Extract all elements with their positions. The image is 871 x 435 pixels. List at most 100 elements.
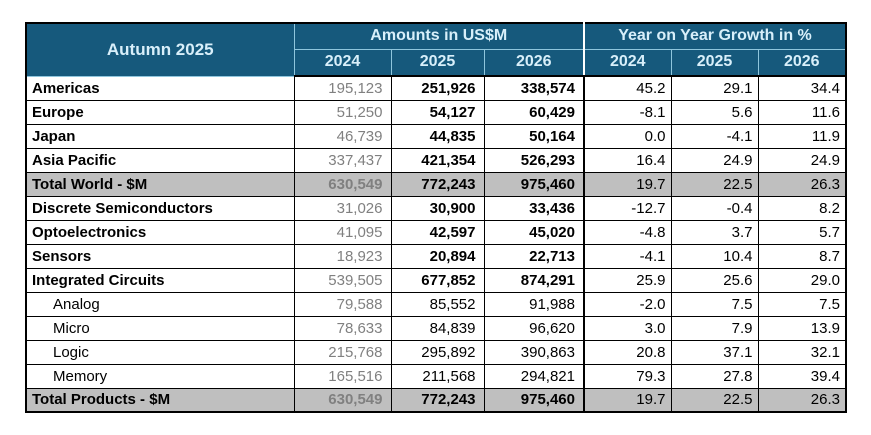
row-label: Optoelectronics: [25, 219, 295, 245]
amount-2024-cell: 51,250: [293, 99, 392, 125]
growth-2025-cell: 37.1: [670, 339, 759, 365]
growth-2025-cell: 25.6: [670, 267, 759, 293]
amount-2026-cell: 33,436: [483, 195, 585, 221]
growth-2026-cell: 8.7: [757, 243, 847, 269]
section-header-amounts: Amounts in US$M: [293, 22, 585, 50]
amount-2025-cell: 295,892: [390, 339, 485, 365]
amount-2024-cell: 31,026: [293, 195, 392, 221]
section-header-growth: Year on Year Growth in %: [583, 22, 847, 50]
growth-2024-cell: 19.7: [583, 171, 672, 197]
amount-2026-cell: 60,429: [483, 99, 585, 125]
table-row: Asia Pacific 337,437 421,354 526,293 16.…: [25, 147, 847, 173]
year-header-growth-2024: 2024: [583, 48, 672, 77]
growth-2024-cell: -2.0: [583, 291, 672, 317]
amount-2025-cell: 30,900: [390, 195, 485, 221]
amount-2026-cell: 22,713: [483, 243, 585, 269]
table-row: Optoelectronics 41,095 42,597 45,020 -4.…: [25, 219, 847, 245]
growth-2026-cell: 5.7: [757, 219, 847, 245]
row-label: Analog: [25, 291, 295, 317]
amount-2025-cell: 772,243: [390, 171, 485, 197]
amount-2026-cell: 91,988: [483, 291, 585, 317]
growth-2026-cell: 11.9: [757, 123, 847, 149]
amount-2025-cell: 42,597: [390, 219, 485, 245]
amount-2026-cell: 50,164: [483, 123, 585, 149]
growth-2026-cell: 29.0: [757, 267, 847, 293]
year-header-row: 2024 2025 2026 2024 2025 2026: [26, 48, 847, 77]
growth-2024-cell: 20.8: [583, 339, 672, 365]
growth-2024-cell: -8.1: [583, 99, 672, 125]
row-label: Asia Pacific: [25, 147, 295, 173]
amount-2025-cell: 85,552: [390, 291, 485, 317]
growth-2026-cell: 13.9: [757, 315, 847, 341]
amount-2026-cell: 45,020: [483, 219, 585, 245]
amount-2025-cell: 772,243: [390, 387, 485, 413]
growth-2025-cell: 7.9: [670, 315, 759, 341]
year-header-growth-2026: 2026: [757, 48, 847, 77]
growth-2025-cell: 5.6: [670, 99, 759, 125]
amount-2024-cell: 41,095: [293, 219, 392, 245]
amount-2024-cell: 215,768: [293, 339, 392, 365]
table-row: Americas 195,123 251,926 338,574 45.2 29…: [25, 75, 847, 101]
growth-2025-cell: 22.5: [670, 387, 759, 413]
amount-2024-cell: 165,516: [293, 363, 392, 389]
row-label: Total World - $M: [25, 171, 295, 197]
amount-2026-cell: 294,821: [483, 363, 585, 389]
table-row: Analog 79,588 85,552 91,988 -2.0 7.5 7.5: [25, 291, 847, 317]
row-label: Logic: [25, 339, 295, 365]
row-label: Integrated Circuits: [25, 267, 295, 293]
growth-2024-cell: 0.0: [583, 123, 672, 149]
growth-2025-cell: 22.5: [670, 171, 759, 197]
growth-2024-cell: 45.2: [583, 75, 672, 101]
growth-2025-cell: 10.4: [670, 243, 759, 269]
table-row: Total Products - $M 630,549 772,243 975,…: [25, 387, 847, 413]
amount-2025-cell: 20,894: [390, 243, 485, 269]
amount-2025-cell: 54,127: [390, 99, 485, 125]
year-header-growth-2025: 2025: [670, 48, 759, 77]
table-row: Discrete Semiconductors 31,026 30,900 33…: [25, 195, 847, 221]
growth-2025-cell: 27.8: [670, 363, 759, 389]
growth-2026-cell: 8.2: [757, 195, 847, 221]
growth-2024-cell: 79.3: [583, 363, 672, 389]
row-label: Memory: [25, 363, 295, 389]
growth-2025-cell: -4.1: [670, 123, 759, 149]
table-row: Europe 51,250 54,127 60,429 -8.1 5.6 11.…: [25, 99, 847, 125]
growth-2024-cell: 3.0: [583, 315, 672, 341]
amount-2024-cell: 78,633: [293, 315, 392, 341]
growth-2026-cell: 11.6: [757, 99, 847, 125]
growth-2026-cell: 39.4: [757, 363, 847, 389]
table-row: Sensors 18,923 20,894 22,713 -4.1 10.4 8…: [25, 243, 847, 269]
amount-2026-cell: 975,460: [483, 171, 585, 197]
table-row: Logic 215,768 295,892 390,863 20.8 37.1 …: [25, 339, 847, 365]
amount-2025-cell: 211,568: [390, 363, 485, 389]
table-body: Americas 195,123 251,926 338,574 45.2 29…: [25, 75, 847, 413]
amount-2026-cell: 975,460: [483, 387, 585, 413]
table-row: Memory 165,516 211,568 294,821 79.3 27.8…: [25, 363, 847, 389]
amount-2026-cell: 874,291: [483, 267, 585, 293]
growth-2024-cell: 19.7: [583, 387, 672, 413]
growth-2026-cell: 32.1: [757, 339, 847, 365]
growth-2026-cell: 26.3: [757, 387, 847, 413]
amount-2024-cell: 46,739: [293, 123, 392, 149]
year-header-amounts-2024: 2024: [293, 48, 392, 77]
amount-2025-cell: 677,852: [390, 267, 485, 293]
table-row: Micro 78,633 84,839 96,620 3.0 7.9 13.9: [25, 315, 847, 341]
row-label: Total Products - $M: [25, 387, 295, 413]
growth-2024-cell: 25.9: [583, 267, 672, 293]
amount-2025-cell: 84,839: [390, 315, 485, 341]
year-header-amounts-2025: 2025: [390, 48, 485, 77]
row-label: Americas: [25, 75, 295, 101]
row-label: Sensors: [25, 243, 295, 269]
growth-2024-cell: -4.1: [583, 243, 672, 269]
growth-2025-cell: 24.9: [670, 147, 759, 173]
table-row: Japan 46,739 44,835 50,164 0.0 -4.1 11.9: [25, 123, 847, 149]
growth-2024-cell: -12.7: [583, 195, 672, 221]
growth-2025-cell: 3.7: [670, 219, 759, 245]
table-title: Autumn 2025: [25, 22, 295, 77]
table-row: Integrated Circuits 539,505 677,852 874,…: [25, 267, 847, 293]
growth-2025-cell: -0.4: [670, 195, 759, 221]
amount-2024-cell: 630,549: [293, 171, 392, 197]
amount-2024-cell: 539,505: [293, 267, 392, 293]
table-header: Autumn 2025 Amounts in US$M Year on Year…: [25, 22, 847, 77]
amount-2025-cell: 421,354: [390, 147, 485, 173]
